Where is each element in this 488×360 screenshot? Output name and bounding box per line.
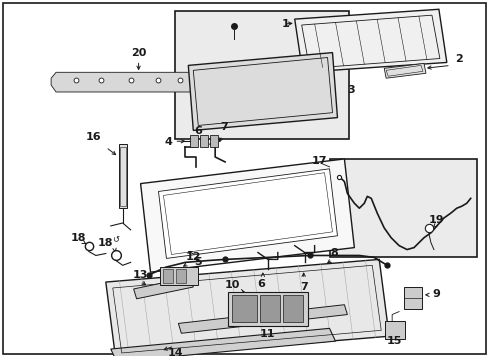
Text: 11: 11 (260, 329, 275, 339)
Text: 5: 5 (194, 257, 202, 267)
Bar (120, 147, 125, 206)
Bar (260, 295, 279, 323)
Text: 16: 16 (86, 132, 102, 142)
Bar (329, 159, 476, 257)
Text: 10: 10 (224, 280, 239, 290)
Text: 6: 6 (256, 279, 264, 289)
Text: 7: 7 (220, 122, 227, 132)
Polygon shape (51, 68, 210, 92)
Bar (232, 295, 256, 323)
Polygon shape (158, 169, 337, 258)
Bar (282, 295, 302, 323)
Bar (119, 144, 126, 208)
Polygon shape (294, 9, 446, 72)
Text: 8: 8 (330, 248, 338, 257)
Text: 20: 20 (131, 48, 146, 58)
Text: 2: 2 (454, 54, 462, 63)
Bar (227, 292, 307, 327)
Text: 18: 18 (98, 238, 113, 248)
Polygon shape (141, 159, 354, 272)
Text: 4: 4 (164, 137, 172, 147)
Text: 13: 13 (133, 270, 148, 280)
Bar (163, 269, 173, 283)
Bar (175, 11, 349, 139)
Text: 17: 17 (311, 156, 326, 166)
Text: 6: 6 (194, 126, 202, 136)
Polygon shape (133, 277, 193, 299)
Bar (160, 267, 198, 285)
Bar (385, 321, 404, 339)
Text: 7: 7 (299, 282, 307, 292)
Polygon shape (384, 63, 425, 78)
Bar (176, 269, 186, 283)
Bar (403, 287, 421, 309)
Polygon shape (188, 53, 337, 130)
Text: 1: 1 (281, 19, 289, 29)
Text: 12: 12 (185, 252, 201, 262)
Polygon shape (111, 328, 335, 360)
Polygon shape (105, 260, 388, 359)
Text: 3: 3 (347, 85, 354, 95)
Bar (210, 135, 218, 147)
Text: $\circlearrowleft$: $\circlearrowleft$ (110, 235, 121, 244)
Bar (200, 135, 208, 147)
Bar (190, 135, 198, 147)
Text: 9: 9 (431, 289, 439, 299)
Text: 18: 18 (70, 233, 85, 243)
Text: 15: 15 (386, 336, 401, 346)
Text: 14: 14 (167, 348, 183, 358)
Text: 19: 19 (428, 215, 444, 225)
Polygon shape (178, 305, 346, 333)
